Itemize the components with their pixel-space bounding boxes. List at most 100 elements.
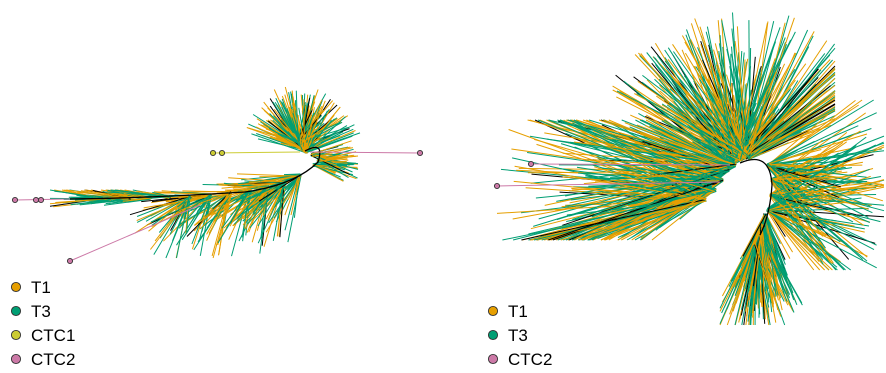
branch-T3 bbox=[191, 194, 212, 245]
branch-T3 bbox=[537, 119, 714, 191]
branch-T3 bbox=[766, 164, 871, 207]
branch-T1 bbox=[767, 187, 825, 211]
branch-T1 bbox=[767, 99, 863, 167]
legend-marker-t3 bbox=[487, 329, 499, 341]
branch-T1 bbox=[772, 168, 831, 180]
legend-label-t1: T1 bbox=[31, 278, 51, 297]
branch-internal bbox=[279, 180, 285, 238]
branch-T1 bbox=[744, 31, 815, 158]
tip-CTC1 bbox=[209, 149, 217, 157]
branch-T1 bbox=[514, 165, 707, 201]
branch-T3 bbox=[314, 164, 331, 174]
branch-T3 bbox=[770, 195, 875, 251]
branch-T3 bbox=[771, 193, 877, 246]
branch-T3 bbox=[283, 173, 300, 176]
branch-T3 bbox=[684, 75, 747, 159]
branch-T3 bbox=[663, 119, 736, 165]
branch-T1 bbox=[200, 193, 232, 230]
branch-T1 bbox=[736, 26, 746, 159]
branch-internal bbox=[521, 199, 705, 241]
branch-T1 bbox=[765, 214, 791, 259]
branch-T3 bbox=[759, 230, 795, 313]
branch-T3 bbox=[749, 118, 800, 159]
left-legend: T1 T3 CTC1 CTC2 bbox=[10, 278, 75, 369]
branch-T1 bbox=[769, 163, 811, 170]
branch-T3 bbox=[176, 195, 192, 208]
branch-CTC2 bbox=[496, 181, 721, 187]
branch-T1 bbox=[284, 174, 300, 216]
tip-CTC2 bbox=[11, 196, 19, 204]
branch-T3 bbox=[150, 195, 211, 223]
branch-T3 bbox=[186, 195, 191, 233]
branch-T3 bbox=[306, 116, 346, 153]
branch-T1 bbox=[751, 90, 828, 158]
branch-T1 bbox=[766, 210, 794, 253]
branch-T1 bbox=[612, 89, 746, 159]
branch-T3 bbox=[709, 94, 747, 158]
branch-T3 bbox=[771, 179, 810, 209]
branch-T1 bbox=[601, 189, 714, 206]
legend-label-ctc2: CTC2 bbox=[31, 350, 75, 369]
branch-T1 bbox=[769, 210, 827, 237]
branch-T1 bbox=[143, 195, 212, 209]
branch-T1 bbox=[236, 173, 301, 177]
branch-T1 bbox=[537, 200, 707, 241]
branch-T3 bbox=[767, 125, 859, 166]
branch-T3 bbox=[286, 108, 303, 151]
branch-T3 bbox=[307, 135, 353, 153]
branch-T1 bbox=[293, 103, 308, 151]
branch-T3 bbox=[199, 194, 212, 256]
branch-T3 bbox=[766, 150, 885, 165]
legend-marker-t1 bbox=[10, 281, 22, 293]
branch-T1 bbox=[745, 67, 836, 158]
branch-T1 bbox=[228, 177, 286, 182]
branch-T1 bbox=[745, 224, 764, 312]
branch-T3 bbox=[636, 93, 751, 159]
legend-label-t3: T3 bbox=[31, 302, 51, 321]
branch-T1 bbox=[645, 119, 734, 167]
branch-T1 bbox=[194, 188, 250, 226]
branch-internal bbox=[310, 154, 350, 176]
branch-T3 bbox=[627, 165, 736, 206]
branch-T1 bbox=[733, 229, 760, 288]
branch-T3 bbox=[766, 208, 844, 226]
branch-T3 bbox=[668, 102, 736, 164]
branch-T3 bbox=[761, 225, 792, 292]
branch-internal bbox=[742, 213, 767, 257]
branch-internal bbox=[735, 99, 836, 162]
branch-T3 bbox=[762, 225, 798, 305]
branch-T1 bbox=[672, 44, 750, 159]
branch-T1 bbox=[719, 230, 762, 312]
branch-T3 bbox=[193, 194, 230, 251]
branch-T3 bbox=[269, 113, 298, 144]
branch-T1 bbox=[294, 174, 300, 200]
branch-T1 bbox=[741, 214, 765, 258]
branch-T1 bbox=[269, 136, 300, 148]
branch-T3 bbox=[559, 168, 716, 191]
branch-T1 bbox=[700, 44, 742, 162]
branch-T3 bbox=[565, 163, 734, 197]
branch-T1 bbox=[661, 104, 751, 158]
branch-T3 bbox=[153, 195, 190, 255]
branch-T3 bbox=[739, 79, 762, 160]
branch-T3 bbox=[306, 137, 346, 153]
legend-label-ctc2: CTC2 bbox=[508, 350, 552, 369]
branch-CTC1 bbox=[212, 151, 301, 154]
branch-T1 bbox=[713, 49, 746, 158]
branch-T3 bbox=[252, 114, 298, 143]
left-tree-trunk bbox=[69, 146, 321, 200]
branch-T3 bbox=[762, 225, 790, 299]
branch-T3 bbox=[295, 90, 299, 141]
branch-T3 bbox=[284, 175, 300, 190]
legend-marker-ctc2 bbox=[487, 353, 499, 365]
branch-T3 bbox=[766, 209, 840, 264]
branch-T1 bbox=[745, 17, 795, 159]
branch-T1 bbox=[694, 18, 747, 158]
tip-CTC2 bbox=[527, 160, 535, 168]
branch-T3 bbox=[145, 195, 191, 222]
branch-T3 bbox=[170, 191, 211, 195]
branch-T1 bbox=[768, 211, 833, 271]
branch-T3 bbox=[642, 75, 751, 158]
branch-T1 bbox=[571, 187, 707, 200]
branch-T1 bbox=[306, 135, 314, 152]
